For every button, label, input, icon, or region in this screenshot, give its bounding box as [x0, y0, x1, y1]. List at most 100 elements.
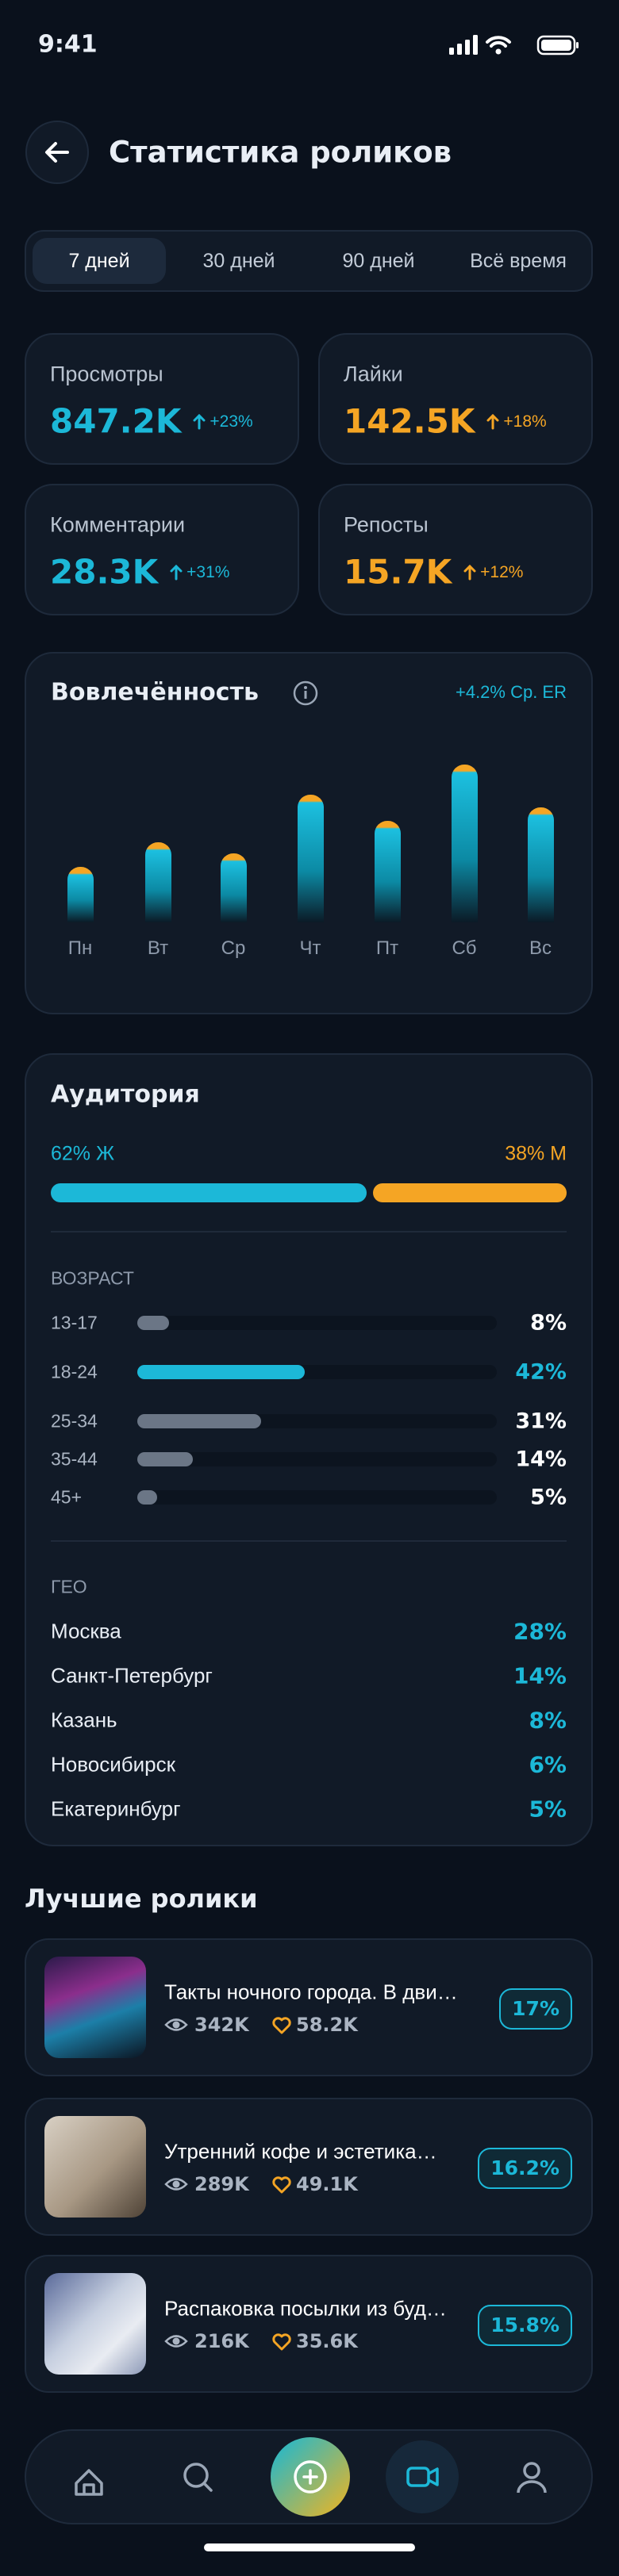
- video-thumbnail: [44, 1957, 146, 2058]
- male-bar: [373, 1183, 567, 1202]
- stat-label: Комментарии: [50, 512, 186, 537]
- geo-city: Санкт-Петербург: [51, 1663, 213, 1688]
- video-card[interactable]: Утренний кофе и эстетика… 289K 49.1K 16.2%: [25, 2098, 593, 2236]
- day-label: Пн: [67, 937, 93, 959]
- stat-change: +31%: [186, 563, 230, 581]
- age-track: [137, 1452, 497, 1466]
- video-er: 17%: [499, 1988, 572, 2030]
- stat-card: Просмотры 847.2K +23%: [25, 333, 299, 465]
- stat-value: 142.5K: [344, 401, 475, 441]
- stat-label: Репосты: [344, 512, 429, 537]
- trend-up-icon: [193, 413, 206, 430]
- video-thumbnail: [44, 2116, 146, 2218]
- stat-change: +12%: [480, 563, 524, 581]
- video-card[interactable]: Распаковка посылки из буд… 216K 35.6K 15.8%: [25, 2255, 593, 2393]
- stat-card: Репосты 15.7K +12%: [318, 484, 593, 615]
- video-er: 16.2%: [478, 2148, 572, 2189]
- stat-label: Лайки: [344, 362, 403, 386]
- divider: [51, 1231, 567, 1232]
- geo-city: Казань: [51, 1708, 117, 1732]
- age-bar: [137, 1414, 262, 1428]
- video-title: Такты ночного города. В дви…: [164, 1980, 458, 2004]
- age-value: 42%: [515, 1359, 567, 1385]
- status-icons: [449, 35, 579, 56]
- nav-create[interactable]: [271, 2437, 350, 2517]
- geo-city: Москва: [51, 1619, 121, 1643]
- geo-title: ГЕО: [51, 1576, 87, 1597]
- video-likes: 35.6K: [296, 2330, 358, 2352]
- age-track: [137, 1316, 497, 1330]
- geo-city: Новосибирск: [51, 1752, 175, 1777]
- video-likes: 49.1K: [296, 2173, 358, 2195]
- video-er: 15.8%: [478, 2305, 572, 2346]
- stat-value: 28.3K: [50, 552, 159, 592]
- geo-share: 14%: [513, 1662, 567, 1689]
- age-label: 45+: [51, 1486, 83, 1508]
- page-title: Статистика роликов: [109, 135, 452, 170]
- day-label: Вт: [147, 937, 169, 959]
- engagement-card: Вовлечённость +4.2% Ср. ER Пн Вт Ср Чт Пт Сб В…: [25, 652, 593, 1014]
- stat-change: +18%: [503, 412, 547, 431]
- nav-home[interactable]: [75, 2469, 103, 2496]
- engagement-note: +4.2% Ср. ER: [455, 682, 567, 702]
- trend-up-icon: [463, 564, 476, 581]
- video-likes: 58.2K: [296, 2014, 358, 2036]
- stat-value: 15.7K: [344, 552, 452, 592]
- geo-share: 28%: [513, 1618, 567, 1645]
- trend-up-icon: [170, 564, 183, 581]
- period-tabs: 7 дней 30 дней 90 дней Всё время: [25, 230, 593, 292]
- age-bar: [137, 1316, 170, 1330]
- age-value: 14%: [515, 1447, 567, 1472]
- period-tab[interactable]: 30 дней: [202, 250, 275, 272]
- age-value: 31%: [515, 1409, 567, 1434]
- video-title: Утренний кофе и эстетика…: [164, 2139, 437, 2164]
- age-label: 18-24: [51, 1361, 98, 1382]
- trend-up-icon: [486, 413, 499, 430]
- nav-search[interactable]: [183, 2463, 213, 2492]
- video-thumbnail: [44, 2273, 146, 2375]
- engagement-bar: [67, 866, 94, 922]
- views-icon: [164, 2178, 188, 2191]
- period-tab[interactable]: 90 дней: [342, 250, 415, 272]
- home-indicator: [204, 2543, 415, 2551]
- engagement-title: Вовлечённость: [51, 678, 259, 707]
- age-bar: [137, 1452, 194, 1466]
- nav-profile[interactable]: [517, 2462, 547, 2494]
- female-label: 62% Ж: [51, 1142, 115, 1165]
- video-views: 289K: [194, 2173, 249, 2195]
- info-icon[interactable]: [292, 680, 319, 707]
- stat-card: Лайки 142.5K +18%: [318, 333, 593, 465]
- period-tab[interactable]: Всё время: [470, 250, 567, 272]
- audience-card: Аудитория 62% Ж 38% М ВОЗРАСТ ГЕО 13-17 8…: [25, 1053, 593, 1846]
- day-label: Пт: [375, 937, 399, 959]
- geo-share: 5%: [529, 1796, 567, 1823]
- back-button[interactable]: [25, 120, 90, 185]
- video-views: 216K: [194, 2330, 249, 2352]
- day-label: Ср: [221, 937, 246, 959]
- likes-icon: [272, 2017, 291, 2034]
- divider: [51, 1540, 567, 1542]
- geo-city: Екатеринбург: [51, 1796, 181, 1821]
- age-track: [137, 1490, 497, 1505]
- geo-share: 6%: [529, 1751, 567, 1778]
- age-bar: [137, 1365, 306, 1379]
- period-tab[interactable]: 7 дней: [33, 238, 166, 284]
- day-label: Вс: [529, 937, 552, 959]
- engagement-bar: [375, 820, 401, 922]
- age-value: 5%: [530, 1485, 567, 1510]
- stat-card: Комментарии 28.3K +31%: [25, 484, 299, 615]
- likes-icon: [272, 2333, 291, 2351]
- views-icon: [164, 2018, 188, 2031]
- video-card[interactable]: Такты ночного города. В дви… 342K 58.2K 17%: [25, 1938, 593, 2076]
- status-time: 9:41: [38, 30, 98, 59]
- nav-videos[interactable]: [386, 2440, 459, 2513]
- engagement-bar: [221, 853, 247, 922]
- audience-title: Аудитория: [51, 1080, 200, 1109]
- age-label: 35-44: [51, 1448, 98, 1470]
- nav-icons: [75, 2437, 547, 2517]
- male-label: 38% М: [505, 1142, 567, 1165]
- age-label: 25-34: [51, 1410, 98, 1432]
- day-label: Сб: [452, 937, 477, 959]
